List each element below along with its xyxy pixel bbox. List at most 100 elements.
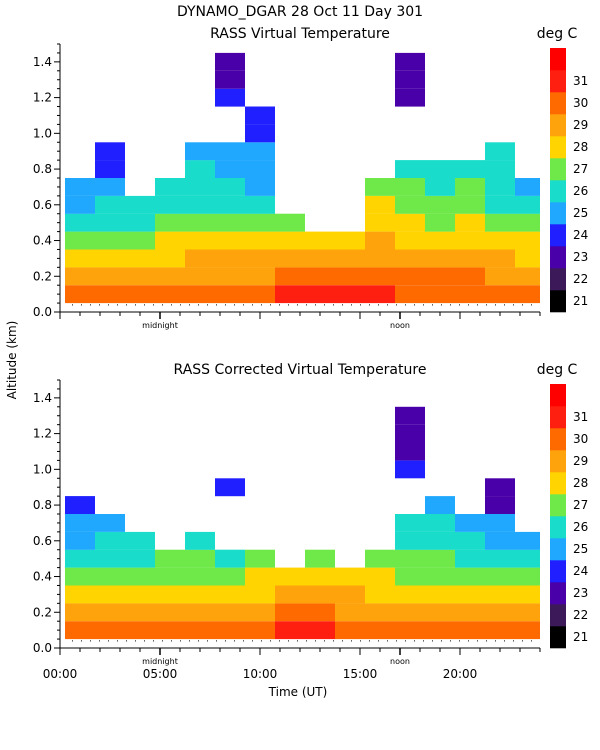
heatmap-cell [395,195,425,214]
colorbar-label: 24 [573,564,588,578]
heatmap-cell [215,567,245,586]
heatmap-cell [65,496,95,514]
heatmap-cell [395,585,425,604]
heatmap-cell [95,285,125,304]
heatmap-cell [155,213,185,232]
colorbar-swatch [550,538,566,561]
baseline-dot [432,640,433,642]
heatmap-cell [245,178,275,196]
panel-2-units: deg C [537,362,578,378]
baseline-dot [324,640,325,642]
colorbar-label: 31 [573,74,588,88]
heatmap-cell [485,213,515,232]
heatmap-cell [215,70,245,89]
heatmap-cell [185,267,215,286]
baseline-dot [117,640,118,642]
heatmap-cell [305,621,335,640]
baseline-dot [342,304,343,306]
heatmap-cell [95,531,125,550]
heatmap-cell [245,231,275,250]
heatmap-cell [245,267,275,286]
baseline-dot [396,304,397,306]
heatmap-cell [395,213,425,232]
heatmap-cell [215,142,245,161]
baseline-dot [459,640,460,642]
baseline-dot [225,304,226,306]
baseline-dot [144,640,145,642]
x-tick-label: 15:00 [343,667,378,681]
heatmap-cell [245,603,275,622]
heatmap-cell [515,603,540,622]
baseline-dot [450,640,451,642]
heatmap-cell [365,213,395,232]
heatmap-cell [185,249,215,268]
heatmap-cell [305,231,335,250]
heatmap-cell [65,231,95,250]
heatmap-cell [335,585,365,604]
heatmap-cell [395,567,425,586]
heatmap-cell [425,178,455,196]
baseline-dot [171,640,172,642]
shared-x-axis-label: Time (UT) [268,685,328,699]
heatmap-cell [515,621,540,640]
time-marker-label: noon [390,657,410,666]
baseline-dot [477,640,478,642]
heatmap-cell [275,267,305,286]
baseline-dot [279,640,280,642]
heatmap-cell [125,549,155,568]
heatmap-cell [365,621,395,640]
heatmap-cell [425,267,455,286]
heatmap-cell [395,514,425,532]
baseline-dot [126,640,127,642]
baseline-dot [333,640,334,642]
colorbar-label: 26 [573,520,588,534]
heatmap-cell [185,160,215,178]
heatmap-cell [455,160,485,178]
colorbar-swatch [550,48,566,71]
baseline-dot [288,640,289,642]
heatmap-cell [65,567,95,586]
heatmap-cell [425,496,455,514]
x-tick-label: 05:00 [143,667,178,681]
colorbar-swatch [550,626,566,649]
colorbar-swatch [550,224,566,247]
baseline-dot [72,640,73,642]
baseline-dot [252,640,253,642]
heatmap-cell [185,567,215,586]
colorbar-label: 29 [573,118,588,132]
baseline-dot [270,304,271,306]
heatmap-cell [365,549,395,568]
heatmap-cell [65,549,95,568]
baseline-dot [198,640,199,642]
colorbar-label: 30 [573,96,588,110]
heatmap-cell [455,267,485,286]
y-tick-label: 1.0 [33,462,52,476]
baseline-dot [396,640,397,642]
colorbar-label: 30 [573,432,588,446]
heatmap-cell [65,603,95,622]
x-tick-label: 10:00 [243,667,278,681]
heatmap-cell [275,621,305,640]
heatmap-cell [215,160,245,178]
heatmap-cell [95,142,125,161]
baseline-dot [297,304,298,306]
heatmap-cell [65,621,95,640]
colorbar-swatch [550,114,566,137]
heatmap-cell [485,567,515,586]
heatmap-cell [425,621,455,640]
heatmap-cell [95,195,125,214]
heatmap-cell [425,231,455,250]
baseline-dot [324,304,325,306]
baseline-dot [378,304,379,306]
baseline-dot [369,304,370,306]
x-tick-label: 00:00 [43,667,78,681]
heatmap-cell [245,585,275,604]
colorbar-label: 24 [573,228,588,242]
heatmap-cell [155,549,185,568]
baseline-dot [225,640,226,642]
baseline-dot [477,304,478,306]
heatmap-cell [455,231,485,250]
heatmap-cell [125,231,155,250]
heatmap-cell [95,231,125,250]
